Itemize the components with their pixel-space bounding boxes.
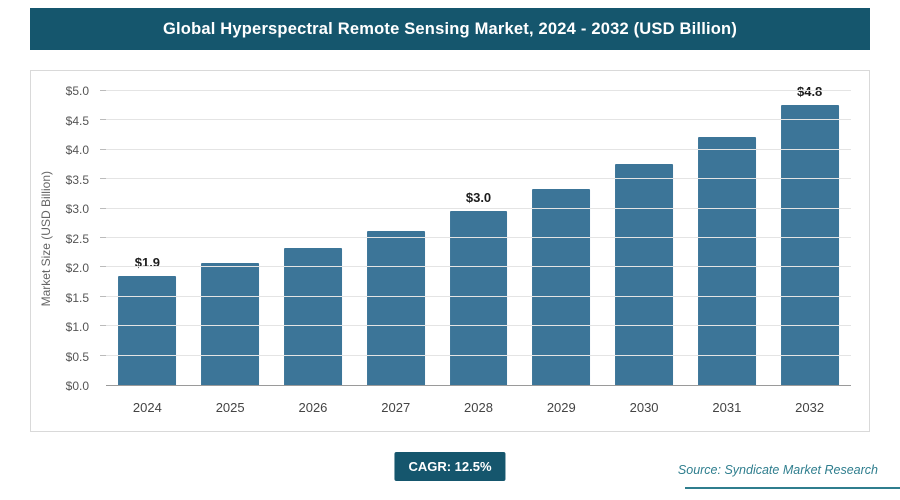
bar [697,136,756,385]
gridline [100,90,851,91]
chart-title: Global Hyperspectral Remote Sensing Mark… [162,19,738,38]
bar [532,188,591,385]
bar-slot: $4.8 2032 [768,84,851,415]
gridline [100,178,851,180]
bar-slot: 2027 [354,91,437,415]
bar-slot: $3.0 2028 [437,91,520,415]
gridline [100,207,851,209]
y-tick-label: $4.0 [65,143,89,157]
x-tick-label: 2029 [546,400,576,415]
y-tick-label: $2.5 [65,231,89,246]
bar-slot: 2025 [189,91,272,415]
gridline [100,148,851,150]
bar [201,262,260,385]
source-attribution: Source: Syndicate Market Research [677,463,878,477]
y-tick-label: $1.5 [65,290,89,305]
bar-value-label: $3.0 [465,189,492,205]
bars: $1.9 2024 2025 2026 2027 $3.0 2028 2029 2030 2031… [106,84,851,415]
y-tick-label: $1.0 [65,320,89,334]
bar-slot: 2031 [685,91,768,415]
bar [366,230,425,385]
y-tick-label: $2.0 [65,261,89,275]
x-tick-label: 2025 [215,400,245,415]
bar [780,105,839,385]
bar [118,276,177,385]
x-tick-label: 2031 [712,400,742,415]
plot-area: $1.9 2024 2025 2026 2027 $3.0 2028 2029 2030 2031… [100,84,851,415]
bar [615,163,674,385]
y-tick-label: $4.5 [65,113,89,128]
bar-value-label: $4.8 [796,84,823,100]
bar [283,248,342,385]
y-tick-label: $3.0 [65,202,89,216]
gridline [100,295,851,297]
chart-area: Market Size (USD Billion) $0.0 $0.5 $1.0 $1… [30,70,870,432]
bottom-accent-rule [685,487,900,489]
x-tick-label: 2032 [795,400,825,415]
cagr-badge: CAGR: 12.5% [394,452,506,481]
x-tick-label: 2026 [298,400,328,415]
gridline [100,325,851,327]
gridline [100,266,851,268]
gridline [100,237,851,238]
bar-slot: $1.9 2024 [106,91,189,415]
chart-title-banner: Global Hyperspectral Remote Sensing Mark… [30,8,870,50]
y-tick-label: $0.5 [65,349,89,364]
x-tick-label: 2024 [132,400,162,415]
y-axis-labels: $0.0 $0.5 $1.0 $1.5 $2.0 $2.5 $3.0 $3.5 $4.0 $4.5… [31,84,99,393]
x-tick-label: 2030 [629,400,659,415]
bar-slot: 2026 [272,91,355,415]
bar-slot: 2030 [603,91,686,415]
gridline [100,119,851,121]
bar-value-label: $1.9 [134,255,161,271]
bar-slot: 2029 [520,91,603,415]
bar [449,210,508,385]
x-tick-label: 2027 [381,400,411,415]
y-tick-label: $0.0 [65,379,89,393]
y-tick-label: $3.5 [65,172,89,187]
x-tick-label: 2028 [464,400,493,415]
y-tick-label: $5.0 [65,84,89,98]
gridline [100,354,851,356]
